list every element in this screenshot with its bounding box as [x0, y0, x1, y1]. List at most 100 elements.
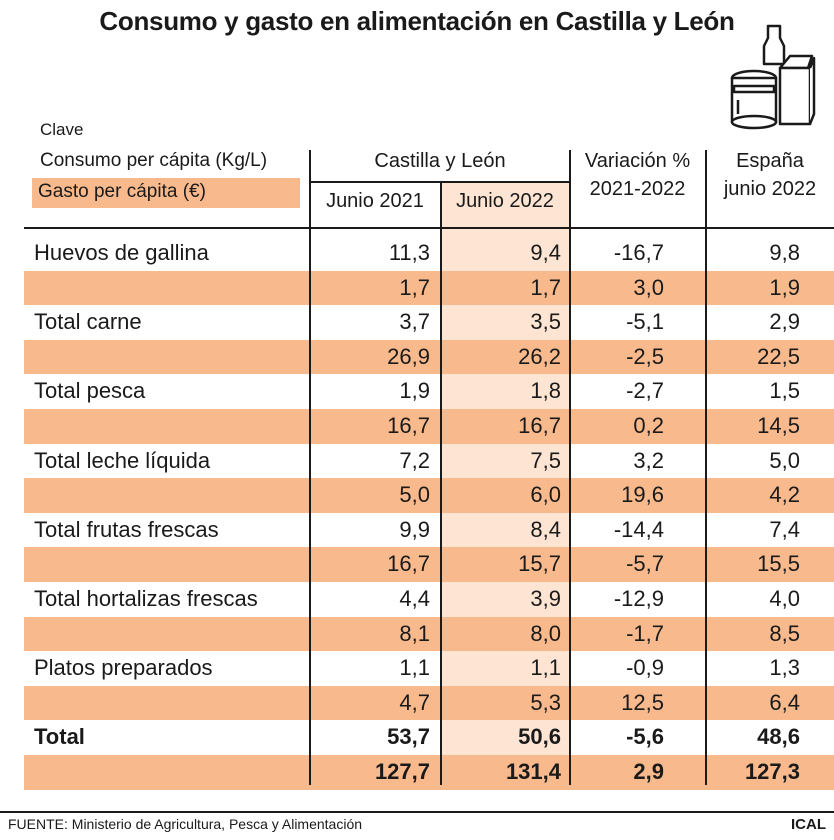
column-divider — [309, 150, 311, 785]
legend-title: Clave — [40, 120, 84, 139]
table-row: Total leche líquida 7,2 7,5 3,2 5,0 — [24, 444, 834, 479]
row-label: Total leche líquida — [34, 447, 211, 473]
row-label: Total hortalizas frescas — [34, 586, 258, 611]
legend-consumo: Consumo per cápita (Kg/L) — [40, 150, 268, 171]
table-row: Total hortalizas frescas 4,4 3,9 -12,9 4,0 — [24, 582, 834, 617]
table-cell: -12,9 — [613, 586, 664, 611]
table-row: 16,7 16,7 0,2 14,5 — [24, 409, 834, 444]
table-cell: -1,7 — [626, 620, 664, 646]
table-cell: 3,0 — [633, 274, 664, 300]
header-espana-1: España — [736, 150, 804, 172]
groceries-icon — [730, 24, 816, 130]
table-cell: 5,0 — [769, 447, 800, 473]
table-cell: 11,3 — [388, 240, 430, 265]
table-cell: 2,9 — [633, 759, 664, 784]
table-cell: -2,7 — [626, 378, 664, 404]
table-cell: 3,5 — [530, 309, 561, 335]
table-cell: 4,4 — [399, 586, 430, 611]
table-cell: 1,1 — [530, 655, 561, 681]
header-castilla-leon: Castilla y León — [374, 150, 506, 172]
table-cell: 127,3 — [744, 759, 800, 784]
row-label: Total frutas frescas — [34, 516, 219, 542]
table-cell: 1,5 — [769, 378, 800, 404]
table-cell: -0,9 — [626, 655, 664, 681]
table-cell: 6,4 — [769, 689, 800, 715]
table-cell: 26,2 — [518, 343, 561, 369]
source-note: FUENTE: Ministerio de Agricultura, Pesca… — [8, 816, 363, 832]
table-row: 16,7 15,7 -5,7 15,5 — [24, 547, 834, 582]
table-row: Total frutas frescas 9,9 8,4 -14,4 7,4 — [24, 513, 834, 548]
table-cell: 16,7 — [387, 413, 430, 438]
table-cell: 16,7 — [387, 551, 430, 577]
row-label: Total carne — [34, 309, 142, 335]
table-cell: 9,9 — [399, 516, 430, 542]
table-cell: 3,9 — [530, 586, 561, 611]
table-cell: 22,5 — [757, 343, 800, 369]
table-cell: 1,9 — [399, 378, 430, 404]
table-cell: 9,8 — [769, 240, 800, 265]
table-cell: 7,2 — [399, 447, 430, 473]
chart-title: Consumo y gasto en alimentación en Casti… — [99, 6, 735, 36]
table-cell: 4,2 — [769, 482, 800, 508]
row-label: Total pesca — [34, 378, 146, 404]
column-divider — [440, 183, 442, 785]
table-cell: -5,7 — [626, 551, 664, 577]
table-cell: 1,7 — [399, 274, 430, 300]
header-variacion-2: 2021-2022 — [589, 178, 686, 200]
table-cell: 3,2 — [633, 447, 664, 473]
table-cell: 8,5 — [769, 620, 800, 646]
row-label: Total — [34, 724, 85, 750]
table-cell: 3,7 — [399, 309, 430, 335]
table-cell: -14,4 — [613, 516, 664, 542]
table-row: 127,7 131,4 2,9 127,3 — [24, 755, 834, 790]
row-label: Huevos de gallina — [34, 240, 209, 265]
table-row: Total carne 3,7 3,5 -5,1 2,9 — [24, 305, 834, 340]
table-cell: 7,4 — [769, 516, 800, 542]
table-cell: 9,4 — [530, 240, 561, 265]
table-row: 26,9 26,2 -2,5 22,5 — [24, 339, 834, 375]
table-row: Huevos de gallina 11,3 9,4 -16,7 9,8 — [24, 236, 834, 271]
table-cell: 5,0 — [399, 482, 430, 508]
table-cell: 1,8 — [530, 378, 561, 404]
table-cell: 5,3 — [530, 689, 561, 715]
header-espana-2: junio 2022 — [723, 178, 817, 200]
table-cell: 15,7 — [518, 551, 561, 577]
table-cell: 6,0 — [530, 482, 561, 508]
table-cell: 1,3 — [769, 655, 800, 681]
table-cell: 12,5 — [621, 689, 664, 715]
table-cell: -16,7 — [613, 240, 664, 265]
brand-label: ICAL — [791, 816, 826, 833]
header-junio-2022: Junio 2022 — [456, 190, 554, 212]
header-underline — [310, 181, 569, 183]
table-row: Total pesca 1,9 1,8 -2,7 1,5 — [24, 374, 834, 409]
table-cell: 4,0 — [769, 586, 800, 611]
table-row: Total 53,7 50,6 -5,6 48,6 — [24, 720, 834, 755]
row-label: Platos preparados — [34, 655, 213, 681]
table-cell: -5,1 — [626, 309, 664, 335]
table-cell: 16,7 — [518, 413, 561, 438]
table-cell: 8,4 — [530, 516, 561, 542]
table-row: 4,7 5,3 12,5 6,4 — [24, 685, 834, 721]
table-cell: 15,5 — [757, 551, 800, 577]
table-cell: -5,6 — [626, 724, 664, 750]
table-cell: 48,6 — [757, 724, 800, 750]
table-cell: 8,0 — [530, 620, 561, 646]
footer-divider — [0, 811, 834, 813]
table-cell: -2,5 — [626, 343, 664, 369]
table-row: 5,0 6,0 19,6 4,2 — [24, 478, 834, 513]
column-divider — [705, 150, 707, 785]
table-cell: 2,9 — [769, 309, 800, 335]
table-cell: 0,2 — [633, 413, 664, 438]
table-row: 8,1 8,0 -1,7 8,5 — [24, 616, 834, 652]
table-row: Platos preparados 1,1 1,1 -0,9 1,3 — [24, 651, 834, 686]
header-junio-2021: Junio 2021 — [326, 190, 424, 212]
table-cell: 26,9 — [387, 343, 430, 369]
table-cell: 127,7 — [374, 759, 430, 784]
header-variacion-1: Variación % — [584, 150, 691, 172]
table-cell: 50,6 — [518, 724, 561, 750]
table-cell: 19,6 — [621, 482, 664, 508]
table-cell: 8,1 — [399, 620, 430, 646]
column-divider — [569, 150, 571, 785]
table-cell: 1,1 — [399, 655, 430, 681]
table-cell: 1,7 — [530, 274, 561, 300]
